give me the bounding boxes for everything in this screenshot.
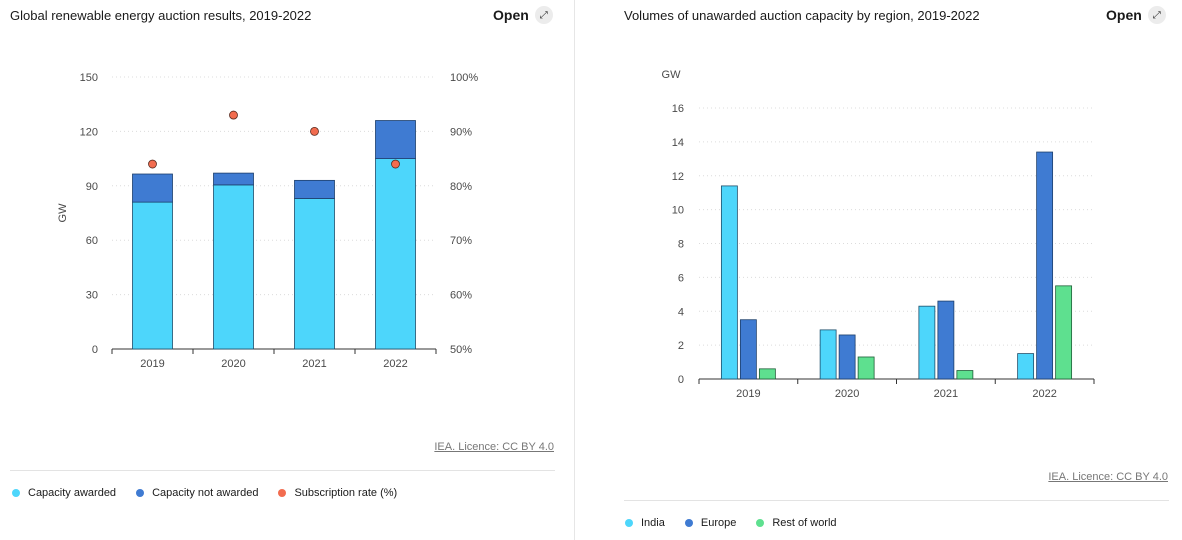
right-legend: India Europe Rest of world xyxy=(625,517,837,529)
legend-swatch xyxy=(136,489,145,497)
legend-label: India xyxy=(641,517,665,529)
point-subscription-rate-2020 xyxy=(229,110,238,120)
y-tick-label: 60 xyxy=(86,235,98,247)
legend-item-subscription-rate[interactable]: Subscription rate (%) xyxy=(278,487,397,499)
y-axis-label: GW xyxy=(57,203,69,223)
bar-capacity-not-awarded-2019 xyxy=(132,173,173,203)
x-tick-label: 2022 xyxy=(1032,388,1056,400)
y2-tick-label: 100% xyxy=(450,72,478,84)
left-chart-title: Global renewable energy auction results,… xyxy=(10,8,312,23)
x-tick-label: 2022 xyxy=(383,358,407,370)
y-tick-label: 12 xyxy=(672,171,684,183)
y-tick-label: 6 xyxy=(678,272,684,284)
legend-item-rest-of-world[interactable]: Rest of world xyxy=(756,517,837,529)
y-tick-label: 150 xyxy=(80,72,98,84)
y2-tick-label: 90% xyxy=(450,126,472,138)
x-tick-label: 2020 xyxy=(835,388,859,400)
bar-europe-2020 xyxy=(838,334,856,380)
legend-item-europe[interactable]: Europe xyxy=(684,517,737,529)
y-tick-label: 16 xyxy=(672,103,684,115)
x-tick-label: 2021 xyxy=(302,358,326,370)
legend-label: Europe xyxy=(700,517,737,529)
left-chart-svg: 0 50% 30 60% 60 70% 90 80% 120 90% 150 100% GW 2019 20… xyxy=(57,72,478,370)
left-open-button[interactable]: Open ⤢ xyxy=(493,6,553,24)
y-tick-label: 10 xyxy=(672,205,684,217)
y2-tick-label: 60% xyxy=(450,290,472,302)
expand-icon: ⤢ xyxy=(1147,6,1166,24)
legend-label: Subscription rate (%) xyxy=(294,487,398,499)
y2-tick-label: 50% xyxy=(450,344,472,356)
right-chart-svg: GW 0 2 4 6 8 10 12 14 16 2019 2020 2021 2022 xyxy=(662,69,1095,400)
y-tick-label: 0 xyxy=(92,344,98,356)
y-tick-label: 8 xyxy=(678,239,684,251)
right-legend-divider xyxy=(624,500,1169,501)
bar-capacity-awarded-2022 xyxy=(375,158,416,350)
y-tick-label: 120 xyxy=(80,126,98,138)
bar-capacity-awarded-2021 xyxy=(294,198,335,350)
right-chart-title: Volumes of unawarded auction capacity by… xyxy=(624,8,980,23)
x-tick-label: 2019 xyxy=(736,388,760,400)
left-chart-panel: Global renewable energy auction results,… xyxy=(0,0,574,540)
panel-divider xyxy=(574,0,575,540)
bar-capacity-not-awarded-2022 xyxy=(375,120,416,159)
left-legend-divider xyxy=(10,470,555,471)
legend-item-capacity-awarded[interactable]: Capacity awarded xyxy=(12,487,116,499)
y-tick-label: 4 xyxy=(678,306,684,318)
legend-swatch xyxy=(756,519,765,527)
left-open-label: Open xyxy=(493,7,529,23)
y2-tick-label: 70% xyxy=(450,235,472,247)
y-axis-label: GW xyxy=(662,69,682,81)
bar-capacity-not-awarded-2020 xyxy=(213,172,254,186)
bar-india-2021 xyxy=(918,305,936,380)
legend-item-india[interactable]: India xyxy=(625,517,665,529)
y2-tick-label: 80% xyxy=(450,181,472,193)
legend-swatch xyxy=(625,519,633,527)
legend-label: Capacity not awarded xyxy=(152,487,259,499)
bar-rest-of-world-2022 xyxy=(1055,285,1073,380)
x-tick-label: 2019 xyxy=(140,358,164,370)
y-tick-label: 30 xyxy=(86,290,98,302)
x-tick-label: 2020 xyxy=(221,358,245,370)
right-open-button[interactable]: Open ⤢ xyxy=(1106,6,1166,24)
bar-rest-of-world-2021 xyxy=(956,370,974,380)
bar-rest-of-world-2019 xyxy=(758,368,776,380)
bar-rest-of-world-2020 xyxy=(857,356,875,380)
legend-label: Capacity awarded xyxy=(28,487,117,499)
bar-india-2020 xyxy=(819,329,837,380)
point-subscription-rate-2022 xyxy=(391,159,400,169)
bar-europe-2019 xyxy=(739,319,757,380)
y-tick-label: 14 xyxy=(672,137,684,149)
right-chart-panel: Volumes of unawarded auction capacity by… xyxy=(603,0,1182,540)
expand-icon: ⤢ xyxy=(534,6,553,24)
legend-swatch xyxy=(12,489,20,497)
right-open-label: Open xyxy=(1106,7,1142,23)
point-subscription-rate-2021 xyxy=(310,126,319,136)
legend-item-capacity-not-awarded[interactable]: Capacity not awarded xyxy=(136,487,258,499)
bar-india-2022 xyxy=(1017,353,1035,380)
legend-swatch xyxy=(278,489,287,497)
bar-europe-2021 xyxy=(937,300,955,380)
y-tick-label: 0 xyxy=(678,374,684,386)
bar-capacity-not-awarded-2021 xyxy=(294,179,335,199)
point-subscription-rate-2019 xyxy=(148,159,157,169)
bar-capacity-awarded-2020 xyxy=(213,184,254,350)
y-tick-label: 2 xyxy=(678,340,684,352)
x-tick-label: 2021 xyxy=(934,388,958,400)
legend-swatch xyxy=(684,519,693,527)
bar-india-2019 xyxy=(720,185,738,380)
left-legend: Capacity awarded Capacity not awarded Subs… xyxy=(12,487,397,499)
bar-capacity-awarded-2019 xyxy=(132,201,173,350)
y-tick-label: 90 xyxy=(86,181,98,193)
legend-label: Rest of world xyxy=(772,517,837,529)
right-licence-link[interactable]: IEA. Licence: CC BY 4.0 xyxy=(1048,471,1168,483)
bar-europe-2022 xyxy=(1036,151,1054,380)
left-licence-link[interactable]: IEA. Licence: CC BY 4.0 xyxy=(434,441,554,453)
